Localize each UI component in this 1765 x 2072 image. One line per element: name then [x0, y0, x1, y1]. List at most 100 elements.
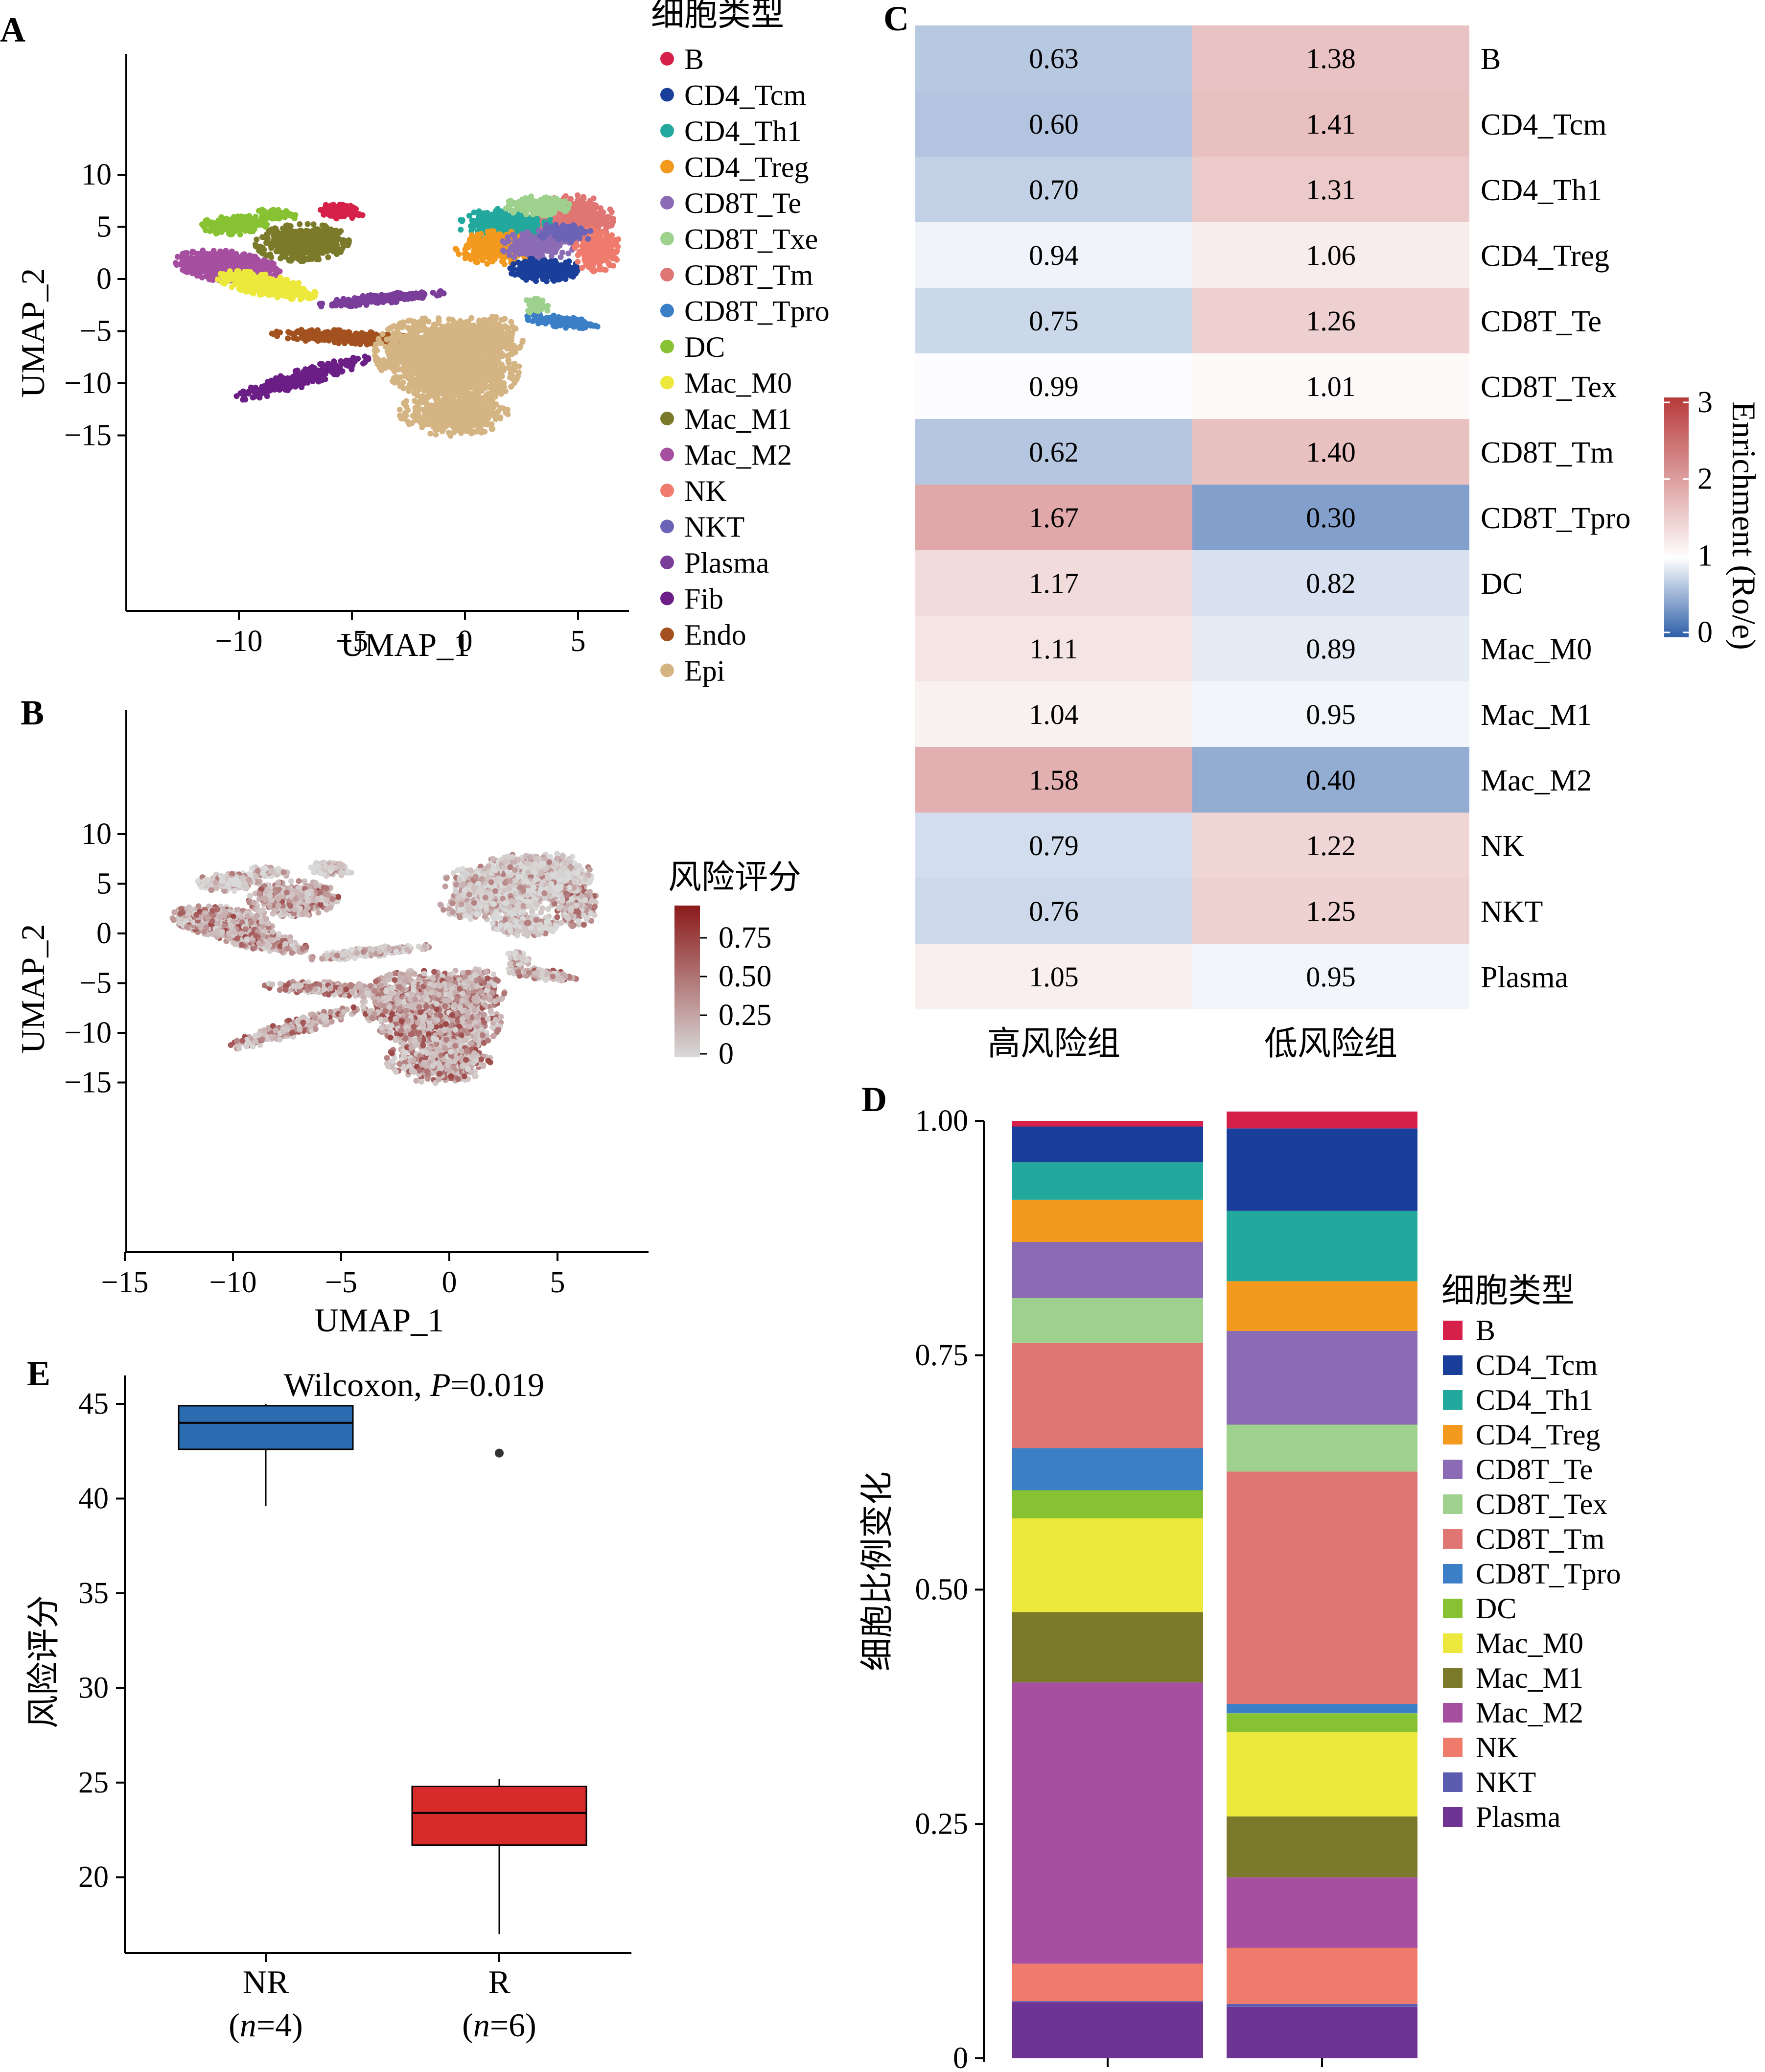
umap-point-3191 — [306, 330, 313, 337]
umap-point-1479 — [263, 252, 270, 258]
umap-point-1497 — [257, 243, 263, 250]
panel-a-letter: A — [0, 10, 25, 49]
umap-point-1495 — [304, 228, 311, 234]
umap-point-1488 — [298, 235, 304, 241]
umap-point-3576 — [298, 380, 304, 386]
umap-point-2833 — [365, 297, 372, 303]
umap-point-3501 — [256, 395, 263, 401]
umap-point-2837 — [382, 293, 388, 299]
umap-point-2534 — [325, 206, 331, 212]
umap-point-1756 — [237, 232, 243, 237]
umap-point-2835 — [418, 293, 424, 299]
umap-point-1451 — [276, 241, 282, 247]
umap-point-3565 — [285, 387, 291, 394]
umap-point-1493 — [330, 228, 337, 234]
umap-point-869 — [181, 255, 187, 261]
umap-point-1370 — [327, 246, 333, 252]
umap-point-3580 — [322, 365, 328, 371]
umap-point-3595 — [305, 377, 312, 383]
umap-point-2830 — [389, 295, 395, 301]
umap-point-4987 — [405, 325, 411, 331]
umap-point-1474 — [308, 256, 315, 262]
umap-point-878 — [226, 257, 232, 263]
umap-point-3203 — [285, 329, 292, 335]
umap-point-3524 — [259, 389, 265, 396]
umap-point-2839 — [345, 299, 351, 305]
umap-point-1749 — [206, 221, 212, 227]
umap-point-3219 — [348, 334, 354, 341]
umap-point-1757 — [218, 223, 224, 229]
umap-point-2358 — [293, 292, 299, 298]
umap-point-861 — [208, 269, 214, 276]
umap-point-1832 — [261, 210, 268, 216]
umap-point-3596 — [280, 377, 287, 384]
umap-point-3563 — [362, 353, 368, 360]
umap-point-1498 — [289, 253, 296, 259]
umap-point-2536 — [327, 212, 333, 219]
umap-point-2357 — [272, 289, 278, 296]
umap-point-2342 — [263, 286, 269, 292]
umap-point-3150 — [285, 335, 291, 342]
umap-point-1325 — [333, 241, 340, 248]
umap-point-1223 — [310, 221, 317, 228]
umap-point-791 — [200, 247, 206, 254]
umap-point-1499 — [292, 233, 298, 239]
panel-a-umap-points — [172, 192, 622, 439]
umap-point-2353 — [275, 282, 281, 289]
umap-point-1804 — [255, 208, 262, 214]
umap-point-3592 — [298, 373, 304, 380]
umap-point-894 — [214, 252, 221, 258]
umap-point-889 — [251, 257, 257, 264]
umap-point-2789 — [363, 302, 370, 308]
umap-point-3206 — [369, 330, 375, 337]
umap-point-3591 — [309, 369, 315, 375]
umap-point-872 — [189, 248, 196, 255]
umap-point-1477 — [340, 240, 346, 246]
umap-point-4462 — [400, 379, 406, 386]
umap-point-3492 — [259, 383, 265, 390]
umap-point-2349 — [224, 274, 231, 280]
umap-point-3520 — [322, 376, 328, 382]
umap-point-1481 — [314, 241, 321, 248]
umap-point-1322 — [346, 237, 352, 244]
umap-point-2340 — [232, 276, 238, 282]
umap-point-2531 — [333, 206, 339, 212]
umap-point-1476 — [283, 246, 289, 253]
umap-point-3216 — [277, 329, 283, 336]
umap-point-2539 — [339, 206, 346, 212]
umap-point-683 — [174, 254, 181, 260]
umap-point-3598 — [293, 377, 299, 383]
umap-point-3583 — [250, 395, 256, 401]
umap-point-875 — [219, 251, 226, 257]
umap-point-2831 — [360, 293, 366, 299]
umap-point-2535 — [356, 211, 362, 217]
umap-point-1821 — [259, 215, 266, 222]
umap-point-1839 — [276, 210, 282, 216]
umap-point-1482 — [325, 239, 331, 246]
umap-point-3212 — [331, 334, 337, 341]
umap-point-3597 — [351, 358, 358, 365]
umap-point-4763 — [405, 318, 412, 324]
umap-point-1415 — [279, 252, 286, 258]
umap-point-2815 — [329, 303, 335, 309]
umap-point-1496 — [303, 233, 309, 239]
umap-point-2736 — [318, 303, 325, 309]
umap-point-796 — [273, 265, 279, 272]
umap-point-659 — [210, 277, 216, 283]
umap-point-1837 — [270, 208, 276, 214]
umap-point-1478 — [296, 247, 302, 253]
umap-point-2347 — [245, 288, 251, 294]
umap-point-720 — [188, 269, 194, 275]
umap-point-1753 — [233, 220, 239, 227]
umap-point-1739 — [253, 220, 258, 226]
umap-point-2355 — [234, 268, 240, 274]
umap-point-2354 — [250, 282, 256, 288]
umap-point-2356 — [237, 275, 243, 281]
umap-point-2836 — [372, 295, 378, 302]
umap-point-2305 — [296, 284, 302, 290]
umap-point-2819 — [399, 292, 406, 298]
umap-point-1491 — [313, 233, 320, 239]
umap-point-3594 — [333, 364, 339, 370]
umap-point-1838 — [289, 211, 295, 218]
